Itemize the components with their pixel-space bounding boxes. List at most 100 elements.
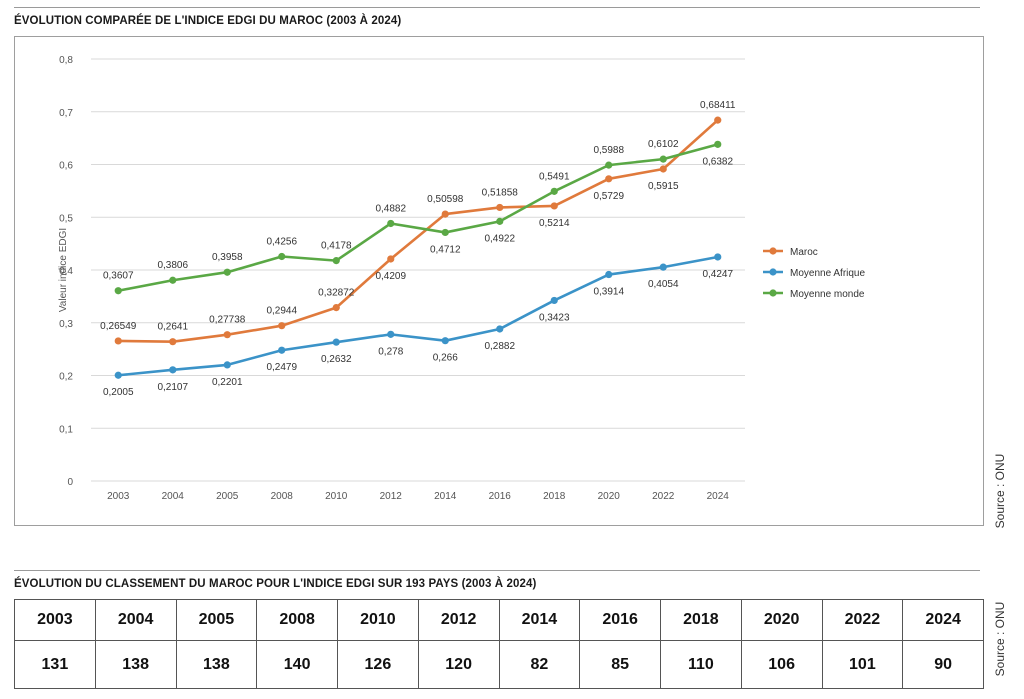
data-label: 0,4247 xyxy=(702,269,733,280)
top-rule xyxy=(14,7,980,8)
ranking-year-cell: 2022 xyxy=(821,599,904,641)
chart-title: ÉVOLUTION COMPARÉE DE L'INDICE EDGI DU M… xyxy=(14,15,402,27)
data-label: 0,5729 xyxy=(593,191,624,202)
x-tick-label: 2016 xyxy=(489,491,512,502)
ranking-years-row: 2003 2004 2005 2008 2010 2012 2014 2016 2018 2020… xyxy=(14,599,984,641)
x-tick-label: 2003 xyxy=(107,491,130,502)
data-point xyxy=(332,304,340,312)
x-tick-label: 2010 xyxy=(325,491,348,502)
ranking-year-cell: 2004 xyxy=(94,599,177,641)
y-tick-label: 0,8 xyxy=(59,55,73,66)
ranking-year-cell: 2005 xyxy=(175,599,258,641)
data-label: 0,5491 xyxy=(539,171,570,182)
ranking-year-cell: 2012 xyxy=(417,599,500,641)
data-label: 0,2005 xyxy=(103,387,134,398)
ranking-year-cell: 2016 xyxy=(579,599,661,641)
y-tick-label: 0,4 xyxy=(59,266,73,277)
data-point xyxy=(441,228,449,237)
data-label: 0,3423 xyxy=(539,312,570,323)
data-point xyxy=(223,331,231,339)
ranking-year-cell: 2018 xyxy=(660,599,742,641)
ranking-rank-cell: 101 xyxy=(821,640,904,689)
data-point xyxy=(223,361,231,369)
data-point xyxy=(387,219,395,228)
legend-marker xyxy=(769,289,777,297)
data-label: 0,4882 xyxy=(375,203,406,214)
data-label: 0,3607 xyxy=(103,271,134,282)
y-tick-label: 0,2 xyxy=(59,372,73,383)
legend-label: Moyenne monde xyxy=(790,289,865,300)
data-point xyxy=(714,253,722,261)
data-label: 0,2201 xyxy=(212,377,243,388)
data-point xyxy=(496,203,504,212)
data-label: 0,3914 xyxy=(593,287,624,298)
data-label: 0,51858 xyxy=(482,187,519,198)
x-tick-label: 2014 xyxy=(434,491,457,502)
data-point xyxy=(278,322,286,330)
legend-label: Moyenne Afrique xyxy=(790,268,865,279)
data-point xyxy=(550,296,558,305)
ranking-year-cell: 2008 xyxy=(256,599,338,641)
series-line-maroc xyxy=(118,119,719,343)
data-point xyxy=(332,257,340,265)
data-label: 0,2641 xyxy=(157,322,188,333)
x-tick-label: 2024 xyxy=(707,491,730,502)
data-label: 0,68411 xyxy=(700,100,736,111)
y-axis-label: Valeur indice EDGI xyxy=(58,228,69,312)
x-tick-label: 2012 xyxy=(380,491,403,502)
data-point xyxy=(169,276,177,284)
data-label: 0,27738 xyxy=(209,315,246,326)
data-label: 0,266 xyxy=(433,353,458,364)
ranking-rank-cell: 90 xyxy=(902,640,984,689)
data-label: 0,3806 xyxy=(157,260,188,271)
data-point xyxy=(659,165,667,173)
data-point xyxy=(278,252,286,261)
data-label: 0,4209 xyxy=(375,271,406,282)
data-point xyxy=(114,337,122,345)
ranking-rank-cell: 131 xyxy=(14,640,96,689)
x-tick-label: 2022 xyxy=(652,491,675,502)
x-tick-label: 2008 xyxy=(271,491,294,502)
ranking-rank-cell: 106 xyxy=(740,640,823,689)
data-point xyxy=(114,287,122,295)
data-point xyxy=(441,210,449,218)
data-point xyxy=(496,217,504,225)
ranking-rank-cell: 138 xyxy=(94,640,177,689)
ranking-rank-cell: 82 xyxy=(498,640,581,689)
data-point xyxy=(441,337,449,345)
data-label: 0,2107 xyxy=(157,382,188,393)
data-label: 0,4922 xyxy=(484,233,515,244)
data-point xyxy=(278,346,286,354)
data-point xyxy=(714,116,722,124)
x-tick-label: 2004 xyxy=(162,491,185,502)
ranking-rank-cell: 110 xyxy=(660,640,742,689)
ranking-rank-cell: 140 xyxy=(256,640,338,689)
data-label: 0,50598 xyxy=(427,194,464,205)
data-point xyxy=(387,330,395,338)
data-label: 0,2882 xyxy=(484,341,515,352)
y-tick-label: 0,6 xyxy=(59,161,73,172)
ranking-rank-cell: 120 xyxy=(417,640,500,689)
series-line-moyenne-monde xyxy=(118,143,719,293)
y-tick-label: 0 xyxy=(67,477,73,488)
data-label: 0,2632 xyxy=(321,354,352,365)
data-label: 0,26549 xyxy=(100,321,137,332)
data-point xyxy=(550,202,558,210)
ranking-rank-cell: 85 xyxy=(579,640,661,689)
data-point xyxy=(605,175,613,183)
data-point xyxy=(223,268,231,276)
data-point xyxy=(169,366,177,374)
ranking-year-cell: 2003 xyxy=(14,599,96,641)
data-label: 0,6102 xyxy=(648,139,679,150)
data-label: 0,278 xyxy=(378,346,403,357)
ranking-year-cell: 2010 xyxy=(337,599,419,641)
data-label: 0,3958 xyxy=(212,252,243,263)
x-tick-label: 2020 xyxy=(598,491,621,502)
ranking-year-cell: 2024 xyxy=(902,599,984,641)
data-label: 0,2479 xyxy=(266,362,297,373)
table-title: ÉVOLUTION DU CLASSEMENT DU MAROC POUR L'… xyxy=(14,578,537,590)
x-tick-label: 2005 xyxy=(216,491,239,502)
legend-marker xyxy=(769,268,777,276)
y-tick-label: 0,1 xyxy=(59,424,73,435)
data-point xyxy=(605,270,613,279)
